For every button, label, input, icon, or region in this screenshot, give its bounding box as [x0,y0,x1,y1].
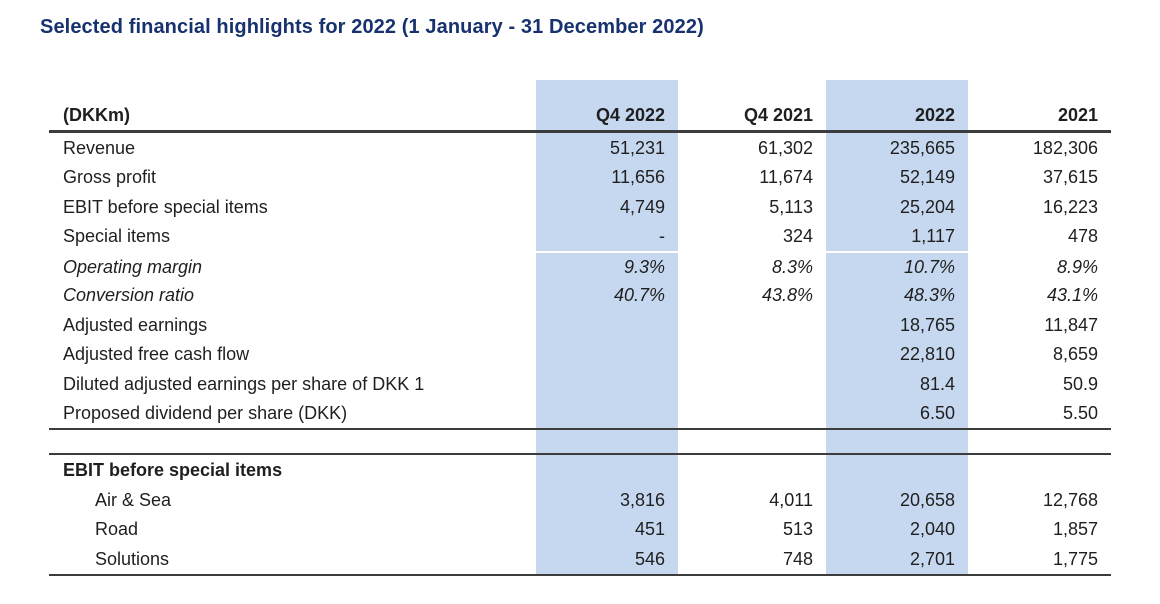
value-cell: 1,775 [1052,548,1098,569]
table-row-solutions: Solutions 546 748 2,701 1,775 [49,544,1111,576]
row-label: Proposed dividend per share (DKK) [63,403,348,424]
value-cell [678,399,826,429]
spacer-cell [678,455,826,485]
section-header-row-ebit: EBIT before special items [49,455,1111,485]
row-label: EBIT before special items [63,196,268,217]
table-row-revenue: Revenue 51,231 61,302 235,665 182,306 [49,133,1111,163]
value-cell: 81.4 [826,369,968,399]
spacer-cell [49,430,536,453]
value-cell: 235,665 [826,133,968,163]
value-cell [536,369,678,399]
value-cell: 5.50 [1062,403,1098,424]
table-row-operating-margin: Operating margin 9.3% 8.3% 10.7% 8.9% [49,251,1111,281]
value-cell: 50.9 [1062,373,1098,394]
value-cell: 3,816 [536,485,678,515]
value-cell: 2,040 [826,514,968,544]
row-label: Air & Sea [95,489,172,510]
table-row-air-and-sea: Air & Sea 3,816 4,011 20,658 12,768 [49,485,1111,515]
spacer-cell [968,455,1111,485]
value-cell: 546 [536,544,678,574]
value-cell: 37,615 [1042,167,1098,188]
value-cell: 4,011 [769,489,813,510]
value-cell: 43.1% [1046,285,1098,306]
value-cell [678,369,826,399]
value-cell: 9.3% [536,251,678,281]
spacer-cell [826,455,968,485]
table-row-diluted-adjusted-eps: Diluted adjusted earnings per share of D… [49,369,1111,399]
row-label: Adjusted earnings [63,314,208,335]
value-cell: 22,810 [826,339,968,369]
value-cell: 513 [782,519,813,540]
value-cell: 61,302 [757,137,813,158]
value-cell: 18,765 [826,310,968,340]
row-label: Revenue [63,137,136,158]
row-label: Diluted adjusted earnings per share of D… [63,373,425,394]
row-label: Adjusted free cash flow [63,344,250,365]
value-cell: 8.3% [678,251,826,281]
unit-label: (DKKm) [63,105,130,125]
page-title: Selected financial highlights for 2022 (… [40,16,704,38]
table-row-road: Road 451 513 2,040 1,857 [49,514,1111,544]
value-cell: 11,674 [759,167,813,188]
row-label: Gross profit [63,167,157,188]
value-cell: 48.3% [826,280,968,310]
value-cell [536,398,678,428]
value-cell: 52,149 [826,162,968,192]
row-label: Solutions [95,548,170,569]
value-cell: 478 [1067,226,1098,247]
column-header-2021: 2021 [1057,105,1098,125]
value-cell [678,310,826,340]
value-cell: 451 [536,514,678,544]
value-cell: 2,701 [826,544,968,574]
value-cell: - [536,221,678,251]
value-cell: 11,847 [1044,314,1098,335]
value-cell: 11,656 [536,162,678,192]
table-row-adjusted-free-cash-flow: Adjusted free cash flow 22,810 8,659 [49,339,1111,370]
row-label: Road [95,519,139,540]
table-row-ebit-before-special-items: EBIT before special items 4,749 5,113 25… [49,192,1111,222]
column-header-q4-2022: Q4 2022 [536,80,678,130]
value-cell: 6.50 [826,398,968,428]
table-row-special-items: Special items - 324 1,117 478 [49,221,1111,251]
table-spacer-row [49,430,1111,455]
spacer-cell [968,430,1111,453]
value-cell: 43.8% [761,285,813,306]
value-cell [536,310,678,340]
value-cell: 10.7% [826,251,968,281]
value-cell [536,339,678,369]
value-cell: 182,306 [1032,137,1098,158]
row-label: Special items [63,226,171,247]
value-cell: 20,658 [826,485,968,515]
value-cell: 1,857 [1052,519,1098,540]
row-label: Conversion ratio [63,285,195,306]
value-cell: 5,113 [769,196,813,217]
spacer-cell [536,455,678,485]
table-row-conversion-ratio: Conversion ratio 40.7% 43.8% 48.3% 43.1% [49,280,1111,310]
value-cell: 1,117 [826,221,968,251]
column-header-2022: 2022 [826,80,968,130]
value-cell: 25,204 [826,192,968,222]
value-cell: 748 [782,548,813,569]
value-cell: 8,659 [1052,344,1098,365]
spacer-cell [536,430,678,453]
value-cell: 40.7% [536,280,678,310]
value-cell: 8.9% [968,251,1111,281]
section-header-label: EBIT before special items [63,460,283,480]
row-label: Operating margin [49,251,536,281]
value-cell: 51,231 [536,133,678,163]
value-cell [678,340,826,370]
spacer-cell [826,430,968,453]
financial-highlights-table: (DKKm) Q4 2022 Q4 2021 2022 2021 Revenue… [49,80,1111,576]
spacer-cell [678,430,826,453]
value-cell: 12,768 [1042,489,1098,510]
table-row-proposed-dividend: Proposed dividend per share (DKK) 6.50 5… [49,398,1111,430]
value-cell: 4,749 [536,192,678,222]
value-cell: 324 [782,226,813,247]
column-header-q4-2021: Q4 2021 [743,105,813,125]
value-cell: 16,223 [1042,196,1098,217]
table-row-gross-profit: Gross profit 11,656 11,674 52,149 37,615 [49,162,1111,192]
table-header-row: (DKKm) Q4 2022 Q4 2021 2022 2021 [49,80,1111,133]
table-row-adjusted-earnings: Adjusted earnings 18,765 11,847 [49,310,1111,340]
